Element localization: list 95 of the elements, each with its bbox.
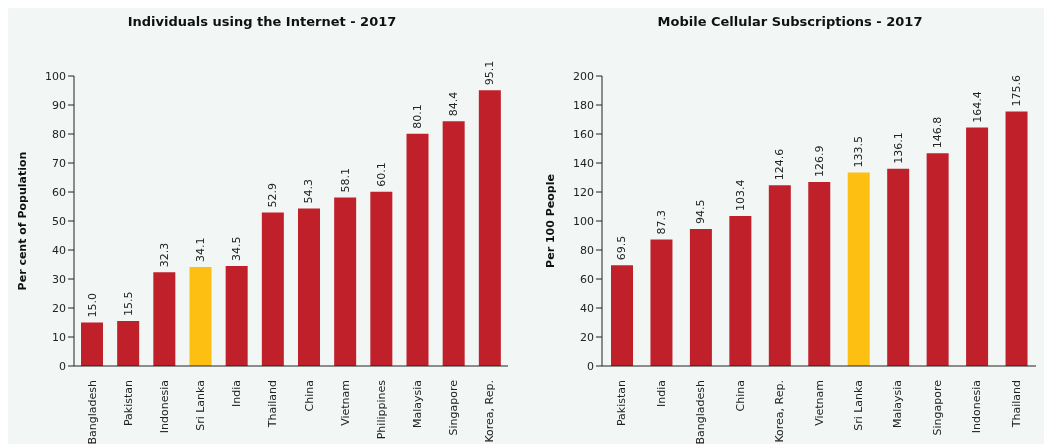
bar [966,127,989,366]
data-label: 95.1 [483,60,497,86]
y-tick-label: 20 [52,301,66,315]
bar [926,153,949,366]
x-tick-label: Singapore [930,379,944,436]
data-label: 124.6 [773,148,787,181]
data-label: 94.5 [694,199,708,224]
data-label: 133.5 [852,135,866,168]
bar [478,90,501,366]
x-tick-label: Malaysia [411,380,425,429]
data-label: 103.4 [733,179,747,212]
y-tick-label: 70 [52,156,66,170]
bar [298,208,320,366]
bar [650,239,673,366]
y-tick-label: 20 [580,330,594,344]
chart-title: Mobile Cellular Subscriptions - 2017 [656,14,924,31]
y-axis-title: Per cent of Population [15,151,29,291]
x-tick-label: Pakistan [121,379,135,427]
bar [768,185,791,366]
data-label: 164.4 [970,91,984,123]
x-tick-label: Bangladesh [85,379,99,444]
x-tick-label: Indonesia [157,380,171,434]
data-label: 32.3 [157,242,171,268]
bar [442,121,465,366]
y-tick-label: 100 [573,214,594,228]
x-tick-label: Pakistan [615,379,629,427]
data-label: 87.3 [654,209,668,235]
x-tick-label: Thailand [266,380,280,429]
x-tick-label: China [302,380,316,412]
x-tick-label: Thailand [1009,380,1023,429]
x-tick-label: Sri Lanka [851,380,865,431]
y-tick-label: 40 [580,301,594,315]
bar [1005,111,1028,366]
bar [808,182,831,366]
chart-title: Individuals using the Internet - 2017 [126,14,398,31]
x-tick-label: Vietnam [338,380,352,426]
data-label: 15.5 [121,291,135,317]
x-tick-label: India [654,380,668,407]
bar [611,265,633,366]
x-tick-label: Indonesia [970,380,984,434]
x-tick-label: Korea, Rep. [483,380,497,443]
y-tick-label: 80 [52,127,66,141]
x-tick-label: Malaysia [891,380,905,429]
data-label: 34.1 [194,237,207,263]
bar [81,322,103,366]
y-tick-label: 160 [573,127,594,141]
y-tick-label: 140 [573,156,594,170]
y-tick-label: 50 [52,214,66,228]
data-label: 34.5 [230,236,244,261]
y-tick-label: 40 [52,243,66,257]
bar [117,321,140,366]
bar [689,228,712,366]
bar [729,216,752,366]
data-label: 175.6 [1010,74,1024,107]
data-label: 15.0 [85,293,99,318]
x-tick-label: Bangladesh [694,379,708,444]
y-tick-label: 200 [573,69,594,83]
bar [887,168,910,366]
x-tick-label: Sri Lanka [194,380,208,431]
bar [189,267,212,366]
data-label: 126.9 [812,145,826,177]
x-tick-label: Singapore [447,379,461,436]
bar [406,133,429,366]
data-label: 54.3 [302,179,316,204]
y-tick-label: 0 [587,359,594,373]
bar [334,197,357,366]
bar [153,272,176,366]
data-label: 136.1 [891,132,905,164]
y-tick-label: 60 [52,185,66,199]
data-label: 69.5 [615,235,629,261]
data-label: 146.8 [931,116,945,149]
data-label: 80.1 [411,104,424,129]
data-label: 52.9 [266,183,280,208]
y-tick-label: 0 [59,359,66,373]
y-tick-label: 100 [45,69,66,83]
data-label: 60.1 [374,162,388,187]
bar [225,265,248,366]
y-tick-label: 90 [52,98,66,112]
data-label: 58.1 [338,168,352,193]
y-tick-label: 30 [52,272,66,286]
bar [370,191,393,366]
y-tick-label: 180 [573,98,594,112]
x-tick-label: India [230,380,244,407]
x-tick-label: Vietnam [812,380,826,426]
x-tick-label: Philippines [374,379,388,440]
bar [847,172,870,366]
x-tick-label: Korea, Rep. [773,380,787,443]
x-tick-label: China [733,380,747,412]
y-tick-label: 10 [52,330,66,344]
y-tick-label: 80 [580,243,594,257]
bar [261,212,284,366]
data-label: 84.4 [447,91,461,117]
y-axis-title: Per 100 People [543,174,557,268]
y-tick-label: 60 [580,272,594,286]
y-tick-label: 120 [573,185,594,199]
